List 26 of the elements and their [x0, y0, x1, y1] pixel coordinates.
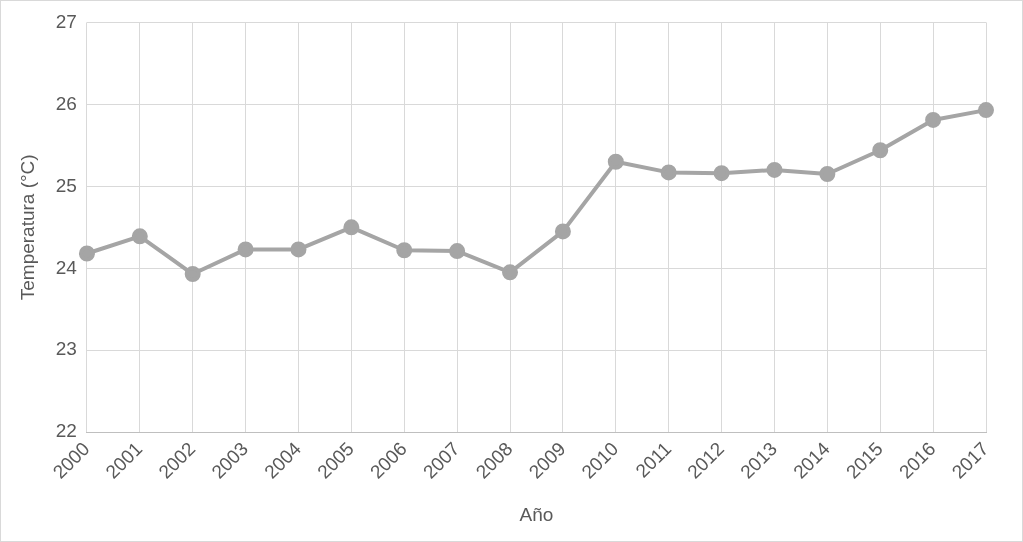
y-tick-label: 26 [55, 92, 77, 114]
point [978, 102, 994, 119]
point [607, 153, 624, 170]
point [766, 161, 783, 178]
y-tick-label: 22 [55, 420, 77, 442]
point [449, 243, 466, 260]
point [819, 166, 836, 183]
y-tick-label: 23 [55, 338, 77, 360]
point [184, 266, 201, 283]
point [396, 242, 413, 259]
point [925, 111, 942, 128]
point [872, 142, 889, 159]
y-axis-title: Temperatura (°C) [16, 154, 38, 301]
point [290, 241, 307, 258]
point [713, 165, 730, 182]
point [131, 228, 148, 245]
point [78, 245, 95, 262]
point [554, 223, 571, 240]
point [343, 219, 360, 236]
point [660, 164, 677, 181]
y-tick-label: 27 [55, 10, 77, 32]
y-tick-label: 25 [55, 174, 77, 196]
point [237, 241, 254, 258]
point [502, 264, 519, 281]
x-axis-title: Año [519, 503, 554, 525]
y-tick-label: 24 [55, 256, 78, 278]
